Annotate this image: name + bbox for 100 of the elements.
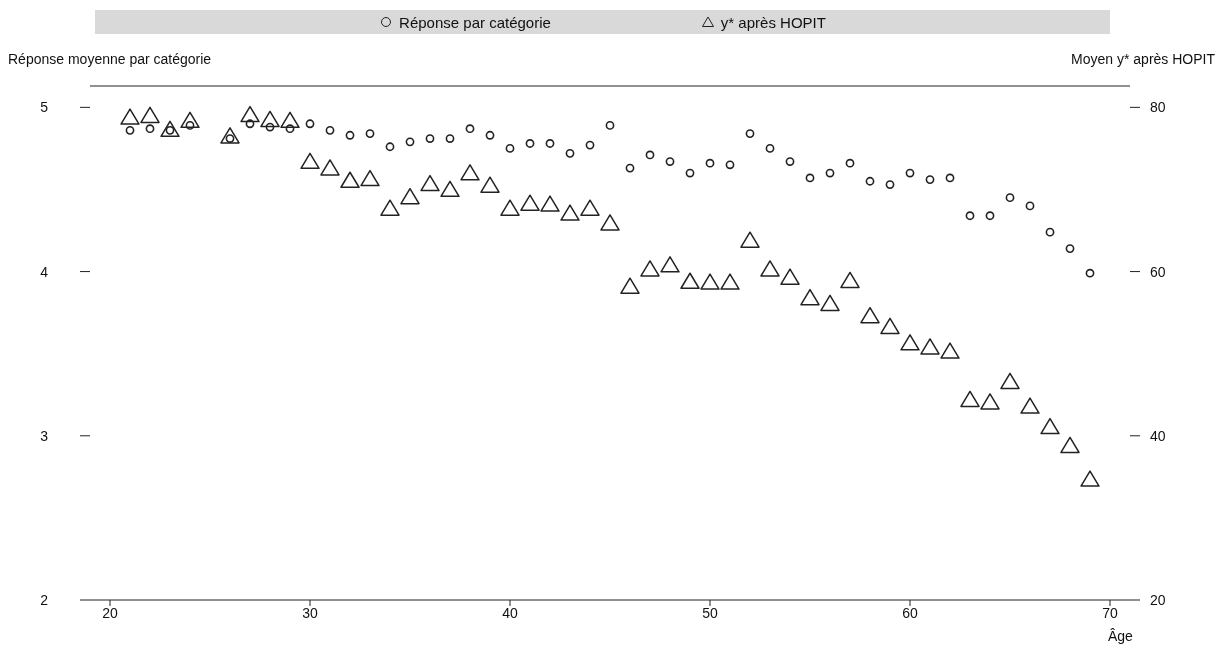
point: [440, 180, 460, 198]
point: [725, 160, 735, 170]
point: [965, 211, 975, 221]
point: [765, 144, 775, 153]
point: [760, 260, 780, 277]
y2-tick-label: 40: [1150, 427, 1166, 444]
point: [405, 137, 415, 147]
point: [780, 268, 800, 285]
y-tick-label: 2: [40, 591, 49, 608]
point: [480, 176, 500, 193]
point: [640, 260, 660, 277]
y2-axis-title: Moyen y* après HOPIT: [1071, 51, 1215, 67]
point: [580, 199, 600, 216]
point: [645, 150, 655, 160]
point: [505, 144, 515, 153]
point: [825, 168, 835, 178]
point: [365, 129, 375, 139]
point: [925, 175, 935, 184]
x-tick-label: 40: [502, 604, 518, 621]
point: [485, 130, 495, 140]
point: [860, 306, 880, 324]
point: [705, 158, 715, 168]
point: [460, 164, 480, 181]
x-tick-label: 60: [902, 604, 918, 621]
legend-label: Réponse par catégorie: [399, 13, 551, 31]
point: [125, 125, 135, 135]
point: [700, 273, 720, 290]
point: [385, 142, 395, 152]
point: [805, 173, 815, 183]
point: [400, 187, 420, 205]
point: [465, 124, 475, 134]
point: [1085, 268, 1095, 278]
x-tick-label: 50: [702, 604, 718, 621]
point: [120, 108, 140, 125]
point: [885, 180, 895, 189]
point: [220, 127, 240, 144]
point: [180, 111, 200, 129]
point: [140, 106, 160, 124]
y2-tick-label: 80: [1150, 99, 1166, 116]
point: [320, 159, 340, 176]
point: [1060, 436, 1080, 454]
point: [1080, 470, 1100, 487]
point: [880, 317, 900, 335]
point: [985, 211, 995, 221]
point: [280, 111, 300, 129]
point: [240, 105, 260, 123]
y-axis-title: Réponse moyenne par catégorie: [8, 51, 212, 67]
point: [260, 110, 280, 128]
point: [500, 199, 520, 216]
point: [585, 140, 595, 150]
point: [685, 168, 695, 178]
point: [745, 129, 755, 139]
point: [1025, 201, 1035, 211]
y-tick-label: 4: [40, 263, 49, 280]
point: [340, 171, 360, 188]
point: [720, 273, 740, 290]
point: [380, 199, 400, 216]
point: [345, 130, 355, 140]
point: [325, 125, 335, 135]
point: [945, 173, 955, 183]
point: [1005, 193, 1015, 203]
point: [420, 174, 440, 192]
point: [740, 231, 760, 248]
point: [800, 288, 820, 306]
point: [1045, 227, 1055, 237]
point: [840, 271, 860, 289]
y2-tick-label: 60: [1150, 263, 1166, 280]
x-tick-label: 70: [1102, 604, 1118, 621]
point: [660, 256, 680, 273]
point: [905, 168, 915, 178]
point: [785, 157, 795, 166]
point: [600, 214, 620, 231]
point: [160, 120, 180, 138]
point: [300, 152, 320, 170]
point: [940, 342, 960, 359]
point: [665, 157, 675, 166]
x-tick-label: 20: [102, 604, 118, 621]
point: [360, 169, 380, 187]
point: [960, 390, 980, 408]
point: [1065, 244, 1075, 253]
point: [540, 195, 560, 212]
point: [545, 139, 555, 148]
point: [525, 139, 535, 148]
point: [620, 277, 640, 294]
point: [625, 163, 635, 173]
y2-tick-label: 20: [1150, 591, 1166, 608]
point: [1040, 417, 1060, 435]
point: [145, 124, 155, 134]
point: [920, 338, 940, 355]
point: [845, 158, 855, 168]
point: [445, 134, 455, 143]
legend-label: y* après HOPIT: [720, 13, 826, 31]
point: [680, 272, 700, 289]
point: [980, 393, 1000, 410]
point: [305, 119, 315, 129]
x-tick-label: 30: [302, 604, 318, 621]
point: [865, 176, 875, 186]
point: [605, 121, 615, 130]
point: [1000, 372, 1020, 390]
x-axis-title: Âge: [1108, 628, 1133, 644]
